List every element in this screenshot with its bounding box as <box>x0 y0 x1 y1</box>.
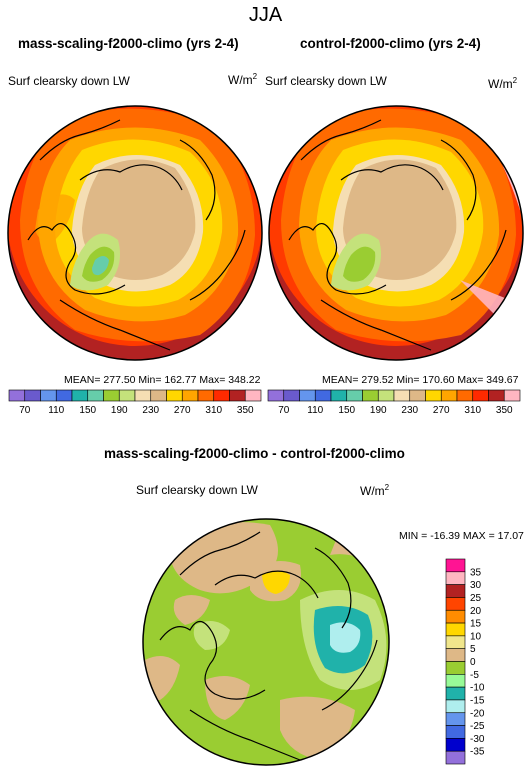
panel3-colorbar-tick-label: -15 <box>470 695 485 706</box>
panel1-colorbar-tick-label: 310 <box>205 405 222 416</box>
panel2-colorbar-tick-label: 150 <box>338 405 355 416</box>
panel3-colorbar-tick-label: 20 <box>470 606 482 617</box>
panel2-map <box>268 105 524 361</box>
panel2-colorbar-tick-label: 310 <box>464 405 481 416</box>
panel3-colorbar-swatch <box>445 609 466 624</box>
panel1-colorbar-swatch <box>134 389 152 402</box>
panel3-colorbar-swatch <box>445 674 466 688</box>
panel1-colorbar-swatch <box>197 389 215 402</box>
panel2-colorbar-swatch <box>409 389 426 402</box>
panel2-colorbar-swatch <box>267 389 285 402</box>
panel2-colorbar-swatch <box>456 389 474 402</box>
panel1-colorbar-swatch <box>8 389 26 402</box>
panel2-colorbar-swatch <box>299 389 316 402</box>
panel2-colorbar-swatch <box>346 389 363 402</box>
panel1-colorbar-swatch <box>181 389 199 402</box>
panel2-colorbar-swatch <box>330 389 348 402</box>
panel1-colorbar-tick-label: 230 <box>142 405 159 416</box>
panel2-colorbar-swatch <box>503 389 521 402</box>
panel2-colorbar: 70 110 150 190 230 270 310 350 <box>267 389 521 416</box>
panel1-colorbar-swatch <box>229 389 246 402</box>
panel3-colorbar-tick-label: -10 <box>470 683 485 694</box>
panel3-units: W/m2 <box>360 483 390 498</box>
panel3-colorbar-tick-label: 10 <box>470 631 482 642</box>
panel3-colorbar-swatch <box>445 584 466 598</box>
panel1-colorbar-swatch <box>87 389 104 402</box>
panel3-colorbar-tick-label: 30 <box>470 580 482 591</box>
panel1-colorbar-tick-label: 350 <box>237 405 254 416</box>
panel2-colorbar-swatch <box>314 389 332 402</box>
panel3-colorbar-tick-label: -5 <box>470 670 479 681</box>
panel2-colorbar-swatch <box>362 389 379 402</box>
panel3-colorbar-swatch <box>445 738 466 752</box>
panel2-colorbar-swatch <box>488 389 505 402</box>
panel3-colorbar-swatch <box>445 699 466 714</box>
panel1-stats: MEAN= 277.50 Min= 162.77 Max= 348.22 <box>64 374 261 386</box>
panel3-colorbar-tick-label: 15 <box>470 619 482 630</box>
panel1-colorbar-tick-label: 270 <box>174 405 191 416</box>
panel3-colorbar-swatch <box>445 648 466 662</box>
panel2-colorbar-tick-label: 110 <box>307 405 323 416</box>
panel3-colorbar-swatch <box>445 686 466 701</box>
panel2-colorbar-swatch <box>425 389 442 402</box>
panel1-colorbar-swatch <box>103 389 120 402</box>
panel3-colorbar-tick-label: -20 <box>470 708 485 719</box>
panel3-title: mass-scaling-f2000-climo - control-f2000… <box>104 446 405 461</box>
panel2-units: W/m2 <box>488 76 518 91</box>
panel3-colorbar-swatch <box>445 661 466 675</box>
panel1-units: W/m2 <box>228 72 258 87</box>
panel3-map <box>142 518 390 766</box>
panel1-colorbar-swatch <box>150 389 167 402</box>
panel2-title: control-f2000-climo (yrs 2-4) <box>300 36 481 51</box>
panel1-colorbar-swatch <box>118 389 136 402</box>
panel1-colorbar: 70 110 150 190 230 270 310 350 <box>8 389 262 416</box>
panel3-colorbar-swatch <box>445 635 466 649</box>
panel1-variable: Surf clearsky down LW <box>8 74 130 88</box>
panel2-colorbar-swatch <box>283 389 300 402</box>
panel2-colorbar-tick-label: 270 <box>433 405 450 416</box>
panel3-colorbar-tick-label: 25 <box>470 593 482 604</box>
panel3-colorbar-swatch <box>445 597 466 611</box>
panel1-colorbar-swatch <box>244 389 262 402</box>
panel3-colorbar-tick-label: 5 <box>470 644 476 655</box>
panel1-colorbar-tick-label: 190 <box>111 405 128 416</box>
season-title: JJA <box>248 4 283 26</box>
panel1-colorbar-swatch <box>213 389 230 402</box>
panel2-colorbar-swatch <box>440 389 458 402</box>
panel3-colorbar-swatch <box>445 571 466 585</box>
panel2-colorbar-swatch <box>377 389 395 402</box>
panel2-colorbar-tick-label: 190 <box>370 405 387 416</box>
panel1-map <box>7 105 263 361</box>
panel2-colorbar-tick-label: 230 <box>401 405 418 416</box>
panel1-colorbar-swatch <box>166 389 183 402</box>
panel1-colorbar-swatch <box>71 389 89 402</box>
panel2-stats: MEAN= 279.52 Min= 170.60 Max= 349.67 <box>322 374 519 386</box>
panel3-colorbar-tick-label: -30 <box>470 734 485 745</box>
panel3-colorbar-tick-label: 35 <box>470 567 482 578</box>
panel2-colorbar-swatch <box>393 389 411 402</box>
panel3-stats: MIN = -16.39 MAX = 17.07 <box>399 530 524 542</box>
panel3-colorbar-swatch <box>445 712 466 726</box>
panel1-colorbar-swatch <box>40 389 57 402</box>
panel3-colorbar-tick-label: -25 <box>470 721 485 732</box>
panel1-colorbar-swatch <box>55 389 73 402</box>
panel3-colorbar-swatch <box>445 558 466 573</box>
panel1-colorbar-tick-label: 150 <box>79 405 96 416</box>
panel2-colorbar-tick-label: 350 <box>496 405 513 416</box>
panel1-colorbar-tick-label: 70 <box>19 405 31 416</box>
panel2-colorbar-tick-label: 70 <box>278 405 290 416</box>
panel1-colorbar-swatch <box>24 389 41 402</box>
panel3-colorbar-swatch <box>445 622 466 637</box>
panel3-colorbar-swatch <box>445 750 466 765</box>
panel1-colorbar-tick-label: 110 <box>48 405 64 416</box>
panel1-title: mass-scaling-f2000-climo (yrs 2-4) <box>18 36 239 51</box>
panel2-colorbar-swatch <box>472 389 489 402</box>
panel3-variable: Surf clearsky down LW <box>136 483 258 497</box>
panel3-colorbar-swatch <box>445 725 466 739</box>
panel3-colorbar-tick-label: 0 <box>470 657 476 668</box>
panel3-colorbar-tick-label: -35 <box>470 747 485 758</box>
panel2-variable: Surf clearsky down LW <box>265 74 387 88</box>
